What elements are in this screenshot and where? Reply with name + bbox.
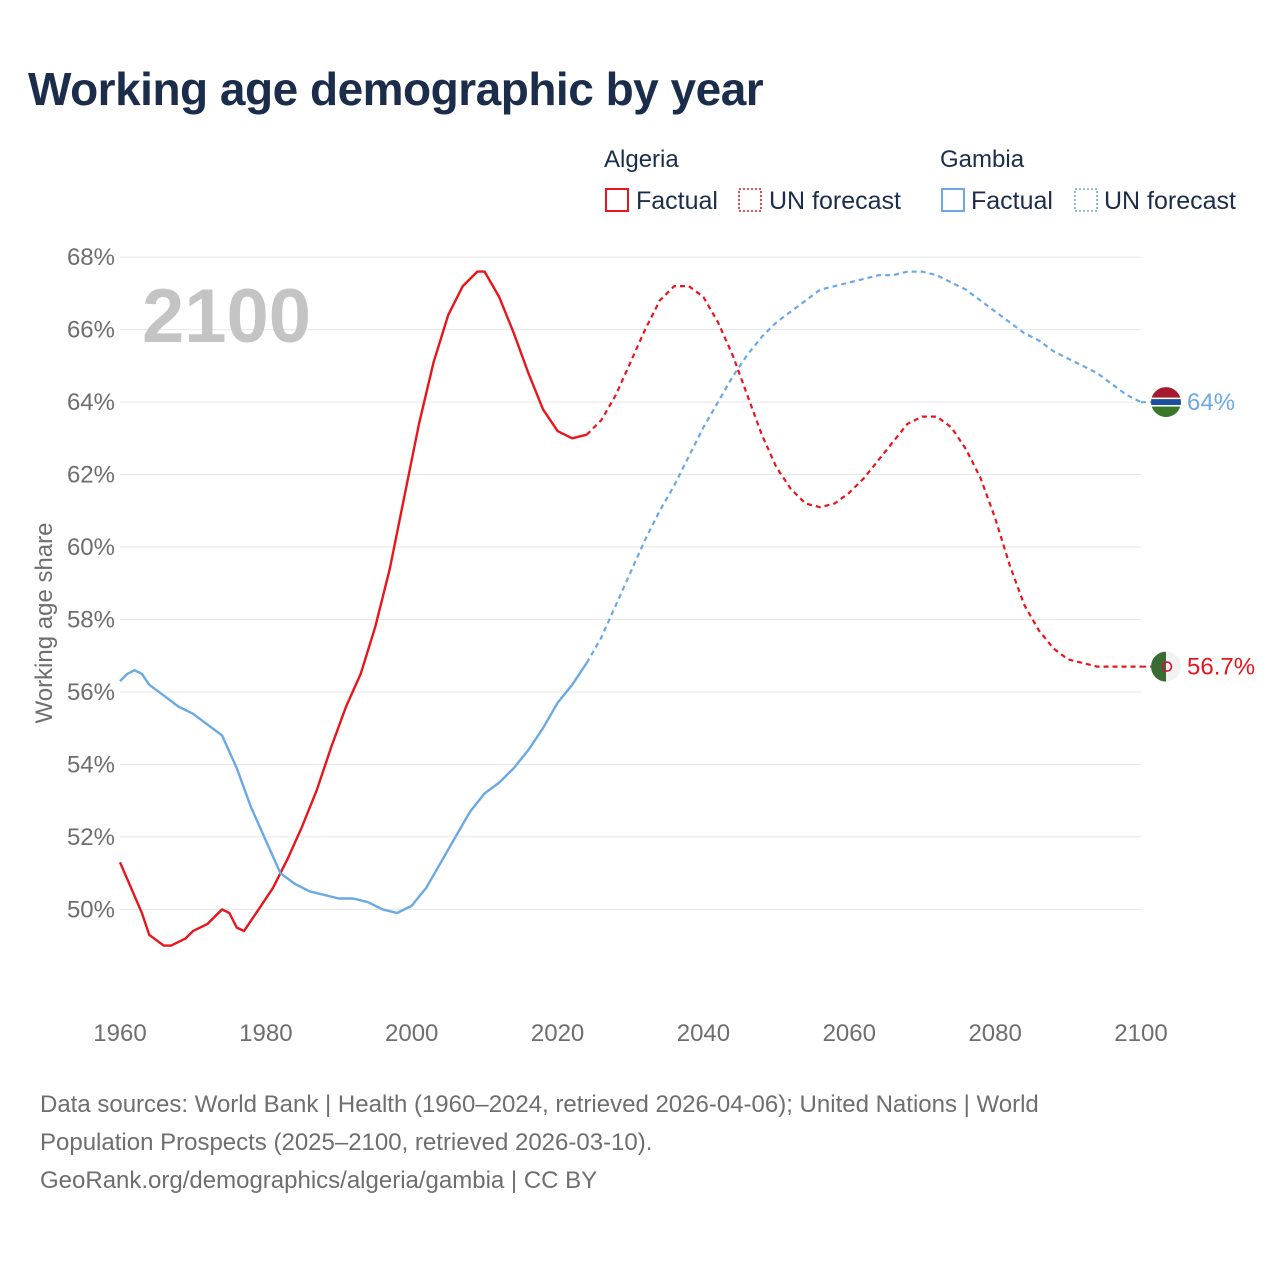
x-tick-label: 2060 <box>823 1020 876 1047</box>
footer-sources-line1: Data sources: World Bank | Health (1960–… <box>40 1091 1039 1118</box>
x-axis-ticks: 1960 1980 2000 2020 2040 2060 2080 2100 <box>93 1020 1167 1047</box>
legend-label-algeria-forecast: UN forecast <box>769 187 901 215</box>
footer: Data sources: World Bank | Health (1960–… <box>40 1086 1240 1200</box>
series-lines <box>118 270 1142 947</box>
series-line-gambia-factual <box>119 662 588 915</box>
legend-label-gambia-forecast: UN forecast <box>1104 187 1236 215</box>
y-axis-label: Working age share <box>31 523 58 724</box>
y-tick-label: 50% <box>67 896 115 923</box>
y-tick-label: 56% <box>67 679 115 706</box>
series-line-algeria-factual <box>118 270 587 947</box>
x-tick-label: 2020 <box>531 1020 584 1047</box>
x-tick-label: 1980 <box>239 1020 292 1047</box>
y-tick-label: 66% <box>67 317 115 344</box>
series-line-gambia-forecast <box>585 270 1142 664</box>
x-tick-label: 2040 <box>677 1020 730 1047</box>
legend-label-gambia-factual: Factual <box>971 187 1053 215</box>
legend-group-algeria: Algeria <box>604 146 679 173</box>
end-markers: 56.7% 64% <box>1141 387 1255 682</box>
series-line-algeria-forecast <box>585 285 1141 668</box>
year-watermark: 2100 <box>142 274 311 359</box>
y-tick-label: 64% <box>67 389 115 416</box>
y-tick-label: 60% <box>67 534 115 561</box>
x-tick-label: 1960 <box>93 1020 146 1047</box>
footer-credit: GeoRank.org/demographics/algeria/gambia … <box>40 1167 598 1194</box>
legend-swatch-algeria-forecast <box>738 188 762 212</box>
y-tick-label: 68% <box>67 244 115 271</box>
footer-sources-line2: Population Prospects (2025–2100, retriev… <box>40 1129 653 1156</box>
x-tick-label: 2000 <box>385 1020 438 1047</box>
chart-title: Working age demographic by year <box>28 63 764 115</box>
y-tick-label: 52% <box>67 824 115 851</box>
legend-swatch-algeria-factual <box>605 188 629 212</box>
y-tick-label: 54% <box>67 751 115 778</box>
y-tick-label: 58% <box>67 607 115 634</box>
flag-algeria-icon <box>1151 651 1181 682</box>
legend: Algeria Factual UN forecast Gambia Factu… <box>604 146 1236 215</box>
y-axis-ticks: 50% 52% 54% 56% 58% 60% 62% 64% 66% 68% <box>67 244 115 923</box>
x-tick-label: 2100 <box>1114 1020 1167 1047</box>
legend-group-gambia: Gambia <box>940 146 1025 173</box>
gridlines <box>120 256 1141 910</box>
x-tick-label: 2080 <box>968 1020 1021 1047</box>
legend-swatch-gambia-factual <box>941 188 965 212</box>
end-label-algeria: 56.7% <box>1187 654 1255 681</box>
end-label-gambia: 64% <box>1187 389 1235 416</box>
flag-gambia-icon <box>1151 387 1181 418</box>
legend-label-algeria-factual: Factual <box>636 187 718 215</box>
y-tick-label: 62% <box>67 462 115 489</box>
legend-swatch-gambia-forecast <box>1074 188 1098 212</box>
